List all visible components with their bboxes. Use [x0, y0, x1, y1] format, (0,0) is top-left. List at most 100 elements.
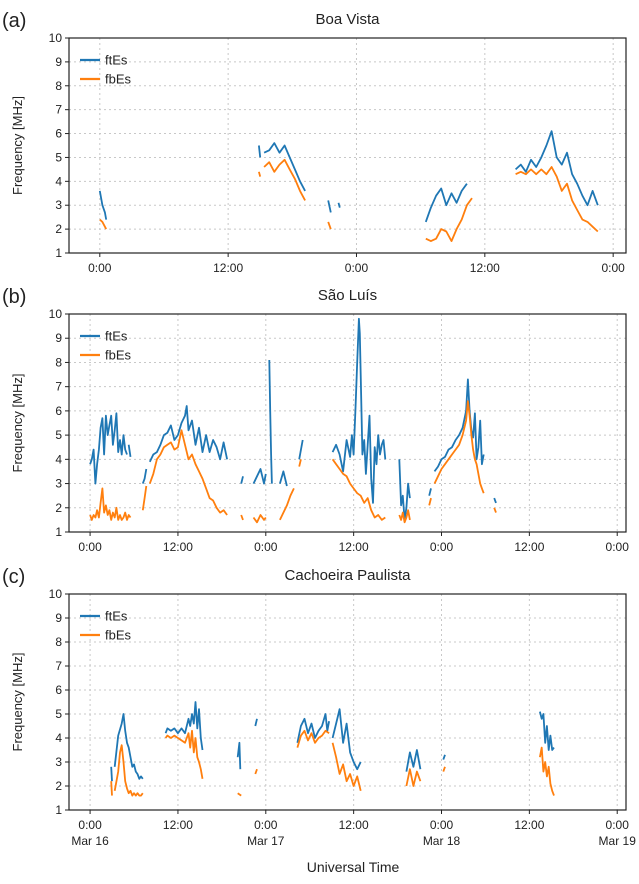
- x-tick-label: 0:00: [78, 818, 102, 832]
- series-line-ftEs: [424, 183, 468, 223]
- x-tick-label: 0:00: [345, 261, 369, 275]
- series-line-ftEs: [442, 754, 446, 760]
- series-line-ftEs: [337, 202, 341, 208]
- series-line-ftEs: [254, 718, 258, 727]
- series-line-fbEs: [164, 729, 204, 779]
- legend-label-ftEs: ftEs: [105, 609, 128, 624]
- series-line-ftEs: [164, 701, 204, 751]
- series-line-fbEs: [539, 746, 555, 796]
- x-tick-label: 12:00: [339, 540, 369, 554]
- x-tick-label: 12:00: [470, 261, 500, 275]
- series-line-fbEs: [110, 781, 113, 796]
- x-axis-label: Universal Time: [307, 859, 400, 875]
- panel-label: (b): [2, 286, 26, 308]
- x-tick-label: 0:00: [254, 818, 278, 832]
- series-line-ftEs: [127, 444, 132, 458]
- series-line-fbEs: [428, 497, 432, 506]
- plot-frame: [68, 313, 627, 533]
- y-tick-label: 3: [55, 755, 62, 769]
- y-tick-label: 9: [55, 331, 62, 345]
- y-tick-label: 8: [55, 355, 62, 369]
- panel-1: 1 2 3 4 5 6 7 8 9 10 0:00 12:00 0:00 12:00 0:00 12:00 0:…: [2, 286, 629, 554]
- series-line-fbEs: [433, 400, 485, 494]
- y-tick-label: 9: [55, 55, 62, 69]
- panel-2: 1 2 3 4 5 6 7 8 9 10 0:00 Mar 16 12:00 0:00 Mar 17 12:0…: [2, 566, 636, 848]
- y-tick-label: 7: [55, 103, 62, 117]
- series-line-ftEs: [263, 142, 306, 192]
- x-tick-date-label: Mar 16: [71, 834, 109, 848]
- series-line-ftEs: [236, 741, 242, 770]
- series-line-fbEs: [258, 171, 262, 177]
- series-line-fbEs: [252, 514, 267, 524]
- y-tick-label: 8: [55, 79, 62, 93]
- series-line-fbEs: [327, 221, 332, 230]
- x-tick-label: 12:00: [339, 818, 369, 832]
- panel-label: (a): [2, 10, 26, 32]
- y-tick-label: 8: [55, 635, 62, 649]
- series-line-fbEs: [148, 429, 228, 516]
- series-line-fbEs: [89, 487, 132, 521]
- series-line-ftEs: [433, 378, 485, 472]
- y-tick-label: 2: [55, 222, 62, 236]
- series-line-ftEs: [110, 766, 113, 782]
- panel-title: São Luís: [318, 287, 377, 304]
- y-axis-label: Frequency [MHz]: [10, 653, 25, 752]
- y-tick-label: 10: [49, 31, 63, 45]
- series-line-fbEs: [279, 488, 295, 521]
- series-line-ftEs: [98, 190, 108, 220]
- series-line-ftEs: [405, 749, 422, 772]
- series-line-ftEs: [113, 713, 144, 780]
- x-tick-label: 12:00: [163, 540, 193, 554]
- y-axis-label: Frequency [MHz]: [10, 96, 25, 195]
- x-tick-label: 0:00: [430, 818, 454, 832]
- series-line-ftEs: [327, 200, 332, 213]
- y-tick-label: 7: [55, 380, 62, 394]
- series-line-ftEs: [252, 468, 267, 485]
- series-line-fbEs: [113, 744, 144, 797]
- y-tick-label: 5: [55, 150, 62, 164]
- series-line-fbEs: [331, 458, 386, 521]
- panel-title: Boa Vista: [316, 11, 381, 28]
- series-line-fbEs: [240, 514, 244, 521]
- legend-label-ftEs: ftEs: [105, 53, 128, 68]
- y-tick-label: 5: [55, 428, 62, 442]
- series-line-ftEs: [539, 711, 555, 751]
- y-tick-label: 5: [55, 707, 62, 721]
- x-tick-label: 0:00: [606, 818, 630, 832]
- legend-label-ftEs: ftEs: [105, 329, 128, 344]
- x-tick-label: 0:00: [601, 261, 625, 275]
- x-tick-label: 12:00: [213, 261, 243, 275]
- series-line-ftEs: [331, 317, 387, 504]
- y-tick-label: 3: [55, 477, 62, 491]
- legend-label-fbEs: fbEs: [105, 348, 132, 363]
- series-line-ftEs: [240, 476, 244, 484]
- y-tick-label: 10: [49, 307, 63, 321]
- series-line-fbEs: [237, 792, 242, 797]
- series-line-ftEs: [148, 405, 228, 463]
- y-tick-label: 3: [55, 198, 62, 212]
- series-line-fbEs: [493, 507, 497, 513]
- y-tick-label: 1: [55, 246, 62, 260]
- y-tick-label: 6: [55, 683, 62, 697]
- series-line-ftEs: [428, 488, 432, 496]
- x-tick-label: 0:00: [606, 540, 630, 554]
- y-axis-label: Frequency [MHz]: [10, 374, 25, 473]
- legend-label-fbEs: fbEs: [105, 72, 132, 87]
- y-tick-label: 4: [55, 452, 62, 466]
- y-tick-label: 4: [55, 731, 62, 745]
- series-line-ftEs: [514, 130, 599, 207]
- series-line-ftEs: [296, 713, 330, 743]
- series-line-fbEs: [331, 742, 362, 792]
- series-line-ftEs: [279, 470, 288, 487]
- series-line-fbEs: [442, 766, 446, 772]
- x-tick-label: 12:00: [163, 818, 193, 832]
- x-tick-date-label: Mar 18: [423, 834, 461, 848]
- series-line-ftEs: [141, 468, 148, 484]
- series-line-fbEs: [405, 768, 422, 787]
- series-line-ftEs: [493, 497, 497, 504]
- x-tick-date-label: Mar 17: [247, 834, 285, 848]
- y-tick-label: 6: [55, 404, 62, 418]
- series-line-ftEs: [298, 439, 304, 460]
